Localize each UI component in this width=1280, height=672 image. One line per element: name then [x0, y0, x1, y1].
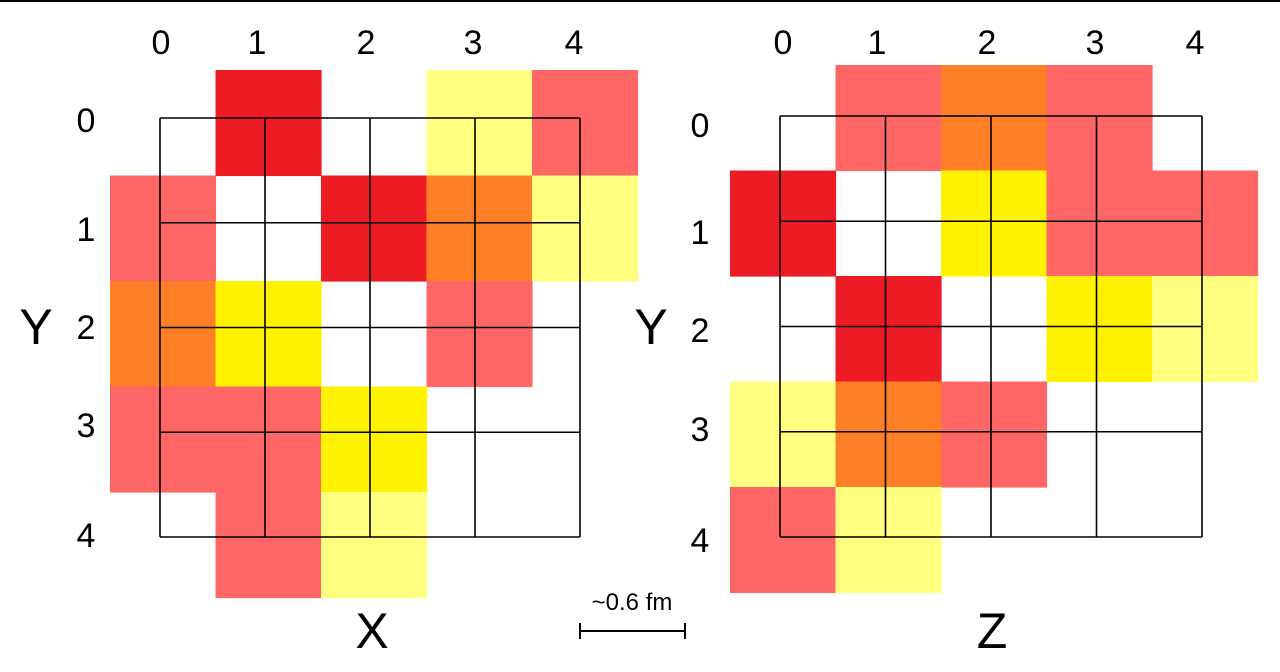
left-col-tick-4: 4: [565, 24, 584, 62]
left-x-axis-label: X: [355, 603, 388, 659]
right-cell-0-1: [835, 65, 942, 172]
right-cell-2-4: [1152, 276, 1259, 383]
left-cell-1-3: [426, 175, 533, 282]
left-row-tick-4: 4: [77, 517, 96, 555]
right-colored-cells: [730, 65, 1259, 594]
left-row-tick-2: 2: [77, 309, 96, 347]
panel-right: 0 1 2 3 4 0 1 2 3 4 Z Y: [634, 24, 1259, 659]
left-cell-2-1: [215, 281, 322, 388]
right-z-axis-label: Z: [977, 603, 1008, 659]
left-row-tick-3: 3: [77, 407, 96, 445]
left-cell-4-1: [215, 492, 322, 599]
right-col-tick-2: 2: [978, 24, 997, 62]
left-cell-1-0: [110, 175, 217, 282]
left-cell-0-3: [426, 70, 533, 177]
right-cell-3-2: [941, 381, 1048, 488]
right-col-tick-4: 4: [1186, 24, 1205, 62]
right-row-tick-1: 1: [691, 214, 710, 252]
left-cell-1-2: [321, 175, 428, 282]
right-row-tick-0: 0: [691, 107, 710, 145]
right-cell-3-0: [730, 381, 837, 488]
right-cell-1-3: [1046, 170, 1153, 277]
right-column-ticks: 0 1 2 3 4: [774, 24, 1205, 62]
right-row-tick-2: 2: [691, 312, 710, 350]
left-col-tick-1: 1: [248, 24, 267, 62]
right-cell-4-0: [730, 487, 837, 594]
right-cell-2-3: [1046, 276, 1153, 383]
scale-bar-label: ~0.6 fm: [592, 589, 673, 616]
scale-bar: ~0.6 fm: [579, 589, 686, 639]
right-cell-0-2: [941, 65, 1048, 172]
right-cell-2-1: [835, 276, 942, 383]
left-col-tick-0: 0: [152, 24, 171, 62]
right-cell-1-4: [1152, 170, 1259, 277]
left-cell-3-2: [321, 386, 428, 493]
left-cell-0-1: [215, 70, 322, 177]
left-row-tick-1: 1: [77, 211, 96, 249]
left-colored-cells: [110, 70, 639, 599]
left-col-tick-2: 2: [357, 24, 376, 62]
right-cell-3-1: [835, 381, 942, 488]
left-y-axis-label: Y: [19, 299, 52, 355]
right-cell-1-2: [941, 170, 1048, 277]
right-y-axis-label: Y: [634, 299, 667, 355]
right-row-ticks: 0 1 2 3 4: [691, 107, 710, 560]
right-cell-4-1: [835, 487, 942, 594]
left-cell-4-2: [321, 492, 428, 599]
left-cell-2-3: [426, 281, 533, 388]
right-cell-0-3: [1046, 65, 1153, 172]
left-column-ticks: 0 1 2 3 4: [152, 24, 584, 62]
left-cell-3-0: [110, 386, 217, 493]
right-row-tick-4: 4: [691, 522, 710, 560]
left-row-ticks: 0 1 2 3 4: [77, 102, 96, 555]
left-cell-3-1: [215, 386, 322, 493]
left-cell-2-0: [110, 281, 217, 388]
panel-left: 0 1 2 3 4 0 1 2 3 4 X Y: [19, 24, 639, 659]
left-cell-1-4: [532, 175, 639, 282]
right-cell-1-0: [730, 170, 837, 277]
left-grid: [159, 117, 581, 538]
left-cell-0-4: [532, 70, 639, 177]
right-row-tick-3: 3: [691, 411, 710, 449]
right-grid: [779, 115, 1203, 538]
right-col-tick-0: 0: [774, 24, 793, 62]
top-border-line: [0, 0, 1280, 2]
left-col-tick-3: 3: [464, 24, 483, 62]
right-col-tick-1: 1: [868, 24, 887, 62]
right-col-tick-3: 3: [1086, 24, 1105, 62]
left-row-tick-0: 0: [77, 102, 96, 140]
